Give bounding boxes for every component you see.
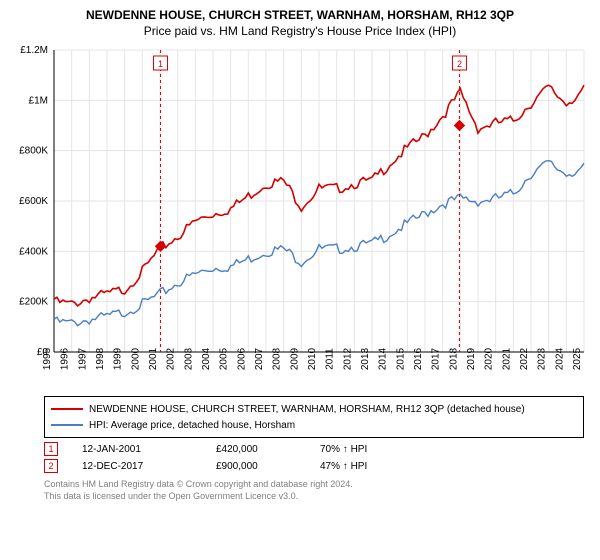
legend-item: NEWDENNE HOUSE, CHURCH STREET, WARNHAM, … [51, 401, 577, 417]
legend-text: NEWDENNE HOUSE, CHURCH STREET, WARNHAM, … [89, 404, 525, 415]
chart-title-block: NEWDENNE HOUSE, CHURCH STREET, WARNHAM, … [10, 8, 590, 38]
svg-text:1996: 1996 [60, 347, 71, 370]
svg-text:2015: 2015 [395, 347, 406, 370]
svg-text:2011: 2011 [325, 348, 336, 370]
svg-text:£1.2M: £1.2M [20, 45, 48, 56]
svg-text:2004: 2004 [201, 347, 212, 370]
legend-swatch [51, 408, 83, 410]
svg-text:2020: 2020 [484, 347, 495, 370]
svg-text:2000: 2000 [130, 347, 141, 370]
svg-text:1998: 1998 [95, 347, 106, 370]
sale-row: 1 12-JAN-2001 £420,000 70% ↑ HPI [44, 442, 590, 456]
sale-price: £420,000 [216, 444, 296, 455]
svg-text:2005: 2005 [219, 347, 230, 370]
sale-marker-icon: 2 [44, 459, 58, 473]
svg-text:2024: 2024 [554, 347, 565, 370]
svg-text:1997: 1997 [77, 347, 88, 370]
footer-line: This data is licensed under the Open Gov… [44, 491, 590, 503]
svg-text:£400K: £400K [19, 246, 48, 257]
svg-text:2: 2 [457, 59, 462, 69]
sale-pct: 70% ↑ HPI [320, 444, 420, 455]
svg-text:2014: 2014 [378, 347, 389, 370]
svg-text:2003: 2003 [183, 347, 194, 370]
svg-text:2012: 2012 [342, 347, 353, 370]
svg-text:1999: 1999 [113, 347, 124, 370]
svg-text:2022: 2022 [519, 347, 530, 370]
sale-price: £900,000 [216, 461, 296, 472]
svg-text:2008: 2008 [272, 347, 283, 370]
svg-text:2021: 2021 [501, 347, 512, 370]
svg-text:2007: 2007 [254, 347, 265, 370]
legend: NEWDENNE HOUSE, CHURCH STREET, WARNHAM, … [44, 396, 584, 438]
svg-text:2009: 2009 [289, 347, 300, 370]
svg-text:2002: 2002 [166, 347, 177, 370]
title-sub: Price paid vs. HM Land Registry's House … [10, 24, 590, 38]
svg-text:£200K: £200K [19, 297, 48, 308]
sale-date: 12-JAN-2001 [82, 444, 192, 455]
legend-item: HPI: Average price, detached house, Hors… [51, 417, 577, 433]
svg-text:£1M: £1M [29, 95, 48, 106]
legend-swatch [51, 424, 83, 426]
svg-text:£600K: £600K [19, 196, 48, 207]
footer: Contains HM Land Registry data © Crown c… [44, 479, 590, 502]
footer-line: Contains HM Land Registry data © Crown c… [44, 479, 590, 491]
svg-text:2010: 2010 [307, 347, 318, 370]
svg-text:2023: 2023 [537, 347, 548, 370]
chart-area: £0£200K£400K£600K£800K£1M£1.2M1995199619… [10, 42, 590, 392]
svg-text:2001: 2001 [148, 347, 159, 370]
sale-pct: 47% ↑ HPI [320, 461, 420, 472]
svg-text:2025: 2025 [572, 347, 583, 370]
svg-text:2016: 2016 [413, 347, 424, 370]
sale-date: 12-DEC-2017 [82, 461, 192, 472]
svg-text:1995: 1995 [42, 347, 53, 370]
svg-text:2013: 2013 [360, 347, 371, 370]
legend-text: HPI: Average price, detached house, Hors… [89, 420, 295, 431]
title-main: NEWDENNE HOUSE, CHURCH STREET, WARNHAM, … [10, 8, 590, 22]
line-chart: £0£200K£400K£600K£800K£1M£1.2M1995199619… [10, 42, 590, 392]
sale-row: 2 12-DEC-2017 £900,000 47% ↑ HPI [44, 459, 590, 473]
svg-text:2006: 2006 [236, 347, 247, 370]
svg-text:£800K: £800K [19, 146, 48, 157]
svg-text:2019: 2019 [466, 347, 477, 370]
svg-text:1: 1 [158, 59, 163, 69]
svg-text:2017: 2017 [431, 347, 442, 370]
svg-text:2018: 2018 [448, 347, 459, 370]
sale-marker-icon: 1 [44, 442, 58, 456]
